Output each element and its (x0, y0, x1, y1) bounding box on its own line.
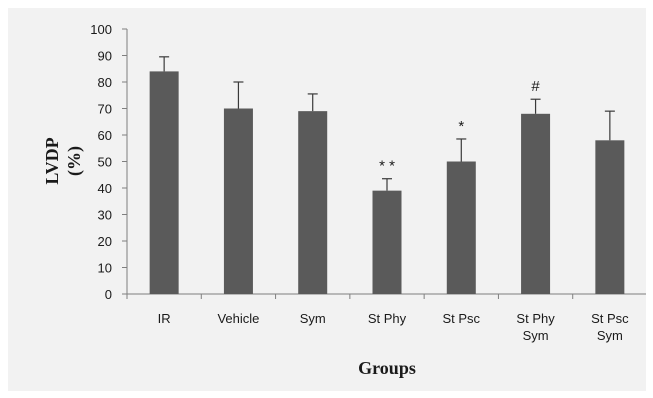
bar (298, 111, 327, 294)
y-tick-label: 70 (98, 102, 112, 117)
category-label-line: Vehicle (217, 311, 259, 326)
category-label: Vehicle (217, 311, 259, 326)
category-label-line: IR (158, 311, 171, 326)
category-label-line: Sym (300, 311, 326, 326)
y-axis-title-line: (%) (64, 146, 85, 176)
bar (595, 140, 624, 294)
y-tick-label: 10 (98, 261, 112, 276)
bar (521, 114, 550, 294)
y-axis-title: LVDP (%) (42, 137, 85, 184)
significance-label: * (458, 118, 464, 135)
y-tick-label: 0 (105, 287, 112, 302)
y-tick-label: 80 (98, 75, 112, 90)
y-tick-label: 40 (98, 181, 112, 196)
category-label: St Psc Sym (591, 311, 629, 343)
bar-chart: 0 10 20 30 40 50 60 70 80 90 100 LVDP (%) IR Vehicle S… (8, 8, 646, 391)
x-axis-title: Groups (358, 358, 416, 378)
category-label: Sym (300, 311, 326, 326)
y-tick-label: 30 (98, 208, 112, 223)
category-label: St Phy Sym (516, 311, 555, 343)
y-tick-label: 90 (98, 49, 112, 64)
category-label-line: St Psc (442, 311, 480, 326)
y-tick-label: 60 (98, 128, 112, 143)
category-label-line: Sym (523, 328, 549, 343)
bar (373, 191, 402, 294)
y-axis-title-line: LVDP (42, 137, 62, 184)
y-tick-label: 100 (90, 22, 112, 37)
bar (224, 109, 253, 295)
chart-area: 0 10 20 30 40 50 60 70 80 90 100 LVDP (%) IR Vehicle S… (8, 8, 646, 391)
y-tick-label: 20 (98, 234, 112, 249)
significance-label: # (531, 78, 540, 95)
y-tick-label: 50 (98, 155, 112, 170)
category-label-line: St Phy (368, 311, 407, 326)
category-label-line: St Phy (516, 311, 555, 326)
category-label: St Psc (442, 311, 480, 326)
bars (150, 57, 625, 294)
bar (447, 162, 476, 295)
category-label-line: Sym (597, 328, 623, 343)
category-label-line: St Psc (591, 311, 629, 326)
bar (150, 71, 179, 294)
significance-label: * * (379, 158, 395, 175)
category-label: IR (158, 311, 171, 326)
category-label: St Phy (368, 311, 407, 326)
